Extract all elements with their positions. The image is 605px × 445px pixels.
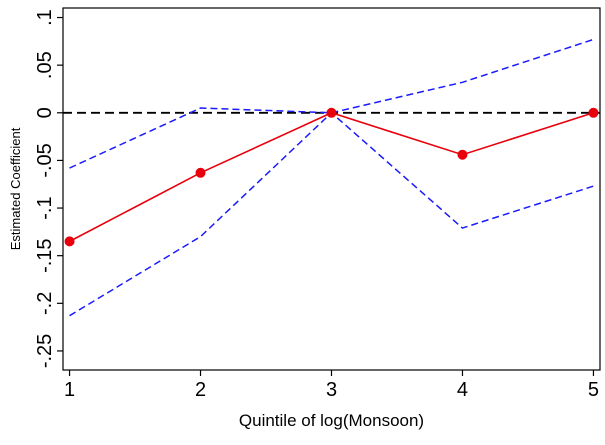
x-axis-title: Quintile of log(Monsoon) — [239, 411, 424, 430]
x-axis: 1 2 3 4 5 — [64, 370, 599, 401]
y-tick-label: -.2 — [34, 292, 56, 315]
y-tick-label: 0 — [34, 107, 56, 118]
y-tick-label: -.15 — [34, 238, 56, 272]
y-axis: -.25 -.2 -.15 -.1 -.05 0 .05 .1 — [34, 9, 63, 368]
series-line-upper-ci — [69, 38, 594, 169]
data-point-estimate-1 — [64, 236, 75, 247]
series-group — [64, 38, 599, 317]
y-tick-label: -.1 — [34, 196, 56, 219]
series-line-estimate — [69, 111, 594, 243]
y-tick-label: .1 — [34, 9, 56, 26]
data-point-estimate-4 — [457, 149, 468, 160]
y-axis-title: Estimated Coefficient — [8, 127, 23, 250]
x-tick-label: 5 — [588, 379, 599, 401]
series-line-lower-ci — [69, 111, 594, 317]
y-tick-label: -.05 — [34, 143, 56, 177]
plot-border — [62, 7, 601, 371]
data-point-estimate-3 — [326, 107, 337, 118]
x-tick-label: 4 — [457, 379, 468, 401]
y-tick-label: -.25 — [34, 334, 56, 368]
data-point-estimate-5 — [588, 107, 599, 118]
x-tick-label: 2 — [195, 379, 206, 401]
data-point-estimate-2 — [195, 167, 206, 178]
y-tick-label: .05 — [34, 51, 56, 79]
x-tick-label: 1 — [64, 379, 75, 401]
x-tick-label: 3 — [326, 379, 337, 401]
plot-frame — [62, 7, 601, 371]
